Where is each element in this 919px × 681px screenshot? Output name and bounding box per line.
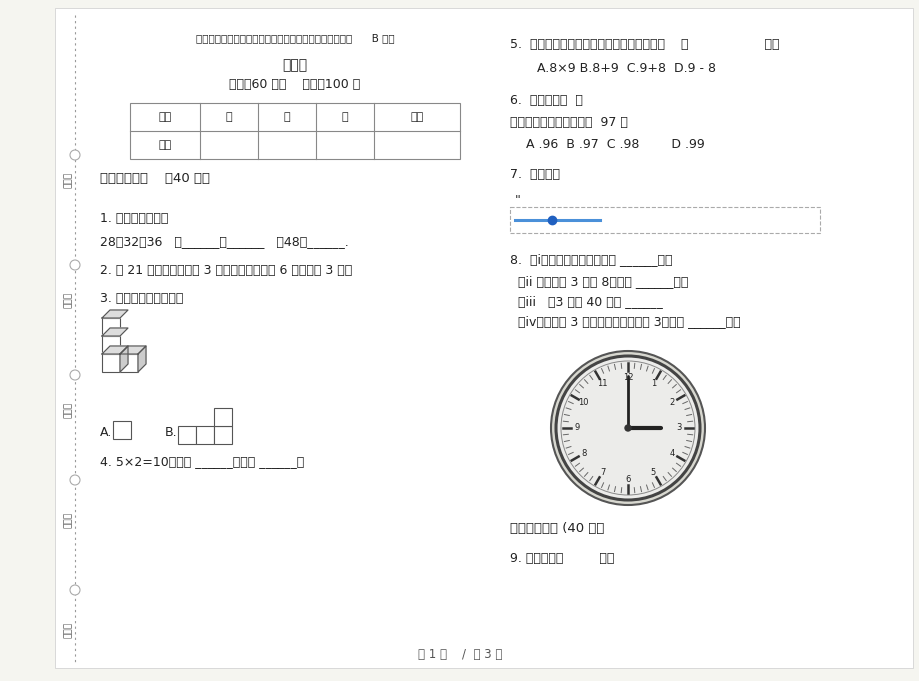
Text: 部编版综合试题精选二年级上学期小学数学期末模拟试卷      B 卷课: 部编版综合试题精选二年级上学期小学数学期末模拟试卷 B 卷课 xyxy=(196,33,394,43)
Text: 1: 1 xyxy=(650,379,655,388)
Bar xyxy=(509,207,819,233)
Text: 第 1 页    /  共 3 页: 第 1 页 / 共 3 页 xyxy=(417,648,502,661)
Circle shape xyxy=(70,585,80,595)
Text: 28，32，36   ，______，______   ，48，______.: 28，32，36 ，______，______ ，48，______. xyxy=(100,236,348,249)
Text: 考场：: 考场： xyxy=(63,292,73,308)
Text: 9. 手掌宽约（         ）。: 9. 手掌宽约（ ）。 xyxy=(509,552,614,565)
Circle shape xyxy=(70,260,80,270)
Polygon shape xyxy=(119,346,128,372)
Polygon shape xyxy=(138,346,146,372)
Bar xyxy=(196,426,214,444)
Text: 8.  （i）图中钟面上的时间是 ______时。: 8. （i）图中钟面上的时间是 ______时。 xyxy=(509,253,672,266)
Text: 4. 5×2=10，读作 ______，表示 ______。: 4. 5×2=10，读作 ______，表示 ______。 xyxy=(100,456,304,469)
Text: 我不是最大两位数，我比  97 大: 我不是最大两位数，我比 97 大 xyxy=(509,116,627,129)
Text: 10: 10 xyxy=(578,398,588,407)
Text: B.: B. xyxy=(165,426,177,439)
Text: 1. 按规律填一填。: 1. 按规律填一填。 xyxy=(100,212,168,225)
Text: 考号：: 考号： xyxy=(63,172,73,188)
Bar xyxy=(113,421,130,439)
Text: 学校：: 学校： xyxy=(63,622,73,638)
Text: 12: 12 xyxy=(622,373,632,381)
Text: 后练习: 后练习 xyxy=(282,58,307,72)
Text: 得分: 得分 xyxy=(158,140,172,150)
Text: 题号: 题号 xyxy=(158,112,172,122)
Text: 二、综合练习 (40 分）: 二、综合练习 (40 分） xyxy=(509,522,604,535)
Text: 6: 6 xyxy=(625,475,630,484)
Text: 4: 4 xyxy=(669,449,674,458)
Text: 7.  判断对错: 7. 判断对错 xyxy=(509,168,560,182)
Text: A .96  B .97  C .98        D .99: A .96 B .97 C .98 D .99 xyxy=(509,138,704,151)
Bar xyxy=(102,354,119,372)
Text: 时间：60 分钟    满分：100 分: 时间：60 分钟 满分：100 分 xyxy=(229,78,360,91)
Text: A.: A. xyxy=(100,426,112,439)
Circle shape xyxy=(70,475,80,485)
Circle shape xyxy=(550,351,704,505)
Text: （iv）时针从 3 开始绕一圈又走回到 3，走了 ______时。: （iv）时针从 3 开始绕一圈又走回到 3，走了 ______时。 xyxy=(517,315,740,328)
Text: A.8×9 B.8+9  C.9+8  D.9 - 8: A.8×9 B.8+9 C.9+8 D.9 - 8 xyxy=(525,61,715,74)
Circle shape xyxy=(555,356,699,500)
Polygon shape xyxy=(102,310,128,318)
Text: （iii   ）3 时过 40 分是 ______: （iii ）3 时过 40 分是 ______ xyxy=(517,296,662,308)
Circle shape xyxy=(70,150,80,160)
Bar xyxy=(214,408,232,426)
Bar xyxy=(130,103,460,159)
Text: 5: 5 xyxy=(650,468,655,477)
Text: ": " xyxy=(515,193,520,206)
Polygon shape xyxy=(102,328,128,336)
Polygon shape xyxy=(119,346,146,354)
Text: 5.  用八九七十二这句口诀可以计算的算式是    （                   ）。: 5. 用八九七十二这句口诀可以计算的算式是 （ ）。 xyxy=(509,39,778,52)
Text: 11: 11 xyxy=(596,379,607,388)
Bar xyxy=(214,426,232,444)
Text: 8: 8 xyxy=(581,449,586,458)
Text: 一: 一 xyxy=(225,112,233,122)
Text: 总分: 总分 xyxy=(410,112,423,122)
Text: 2. 把 21 个苹果平均分给 3 个同学，每人分到 6 个，还剩 3 个。: 2. 把 21 个苹果平均分给 3 个同学，每人分到 6 个，还剩 3 个。 xyxy=(100,264,352,276)
Text: 3. 从侧面看到的是（）: 3. 从侧面看到的是（） xyxy=(100,291,183,304)
Text: 姓名：: 姓名： xyxy=(63,402,73,418)
Bar xyxy=(119,354,138,372)
Text: 6.  我是几？（  ）: 6. 我是几？（ ） xyxy=(509,93,583,106)
Text: 二: 二 xyxy=(283,112,290,122)
Bar xyxy=(177,426,196,444)
Text: 9: 9 xyxy=(573,424,579,432)
Bar xyxy=(102,318,119,336)
Text: 班级：: 班级： xyxy=(63,512,73,528)
Text: 2: 2 xyxy=(669,398,674,407)
Text: 7: 7 xyxy=(599,468,605,477)
Bar xyxy=(102,336,119,354)
Text: 一、基础练习    （40 分）: 一、基础练习 （40 分） xyxy=(100,172,210,185)
Circle shape xyxy=(70,370,80,380)
Polygon shape xyxy=(102,346,128,354)
Text: 3: 3 xyxy=(675,424,681,432)
Text: （ii ）时针从 3 走到 8，走了 ______时。: （ii ）时针从 3 走到 8，走了 ______时。 xyxy=(517,276,687,289)
Text: 三: 三 xyxy=(341,112,348,122)
Circle shape xyxy=(624,425,630,431)
